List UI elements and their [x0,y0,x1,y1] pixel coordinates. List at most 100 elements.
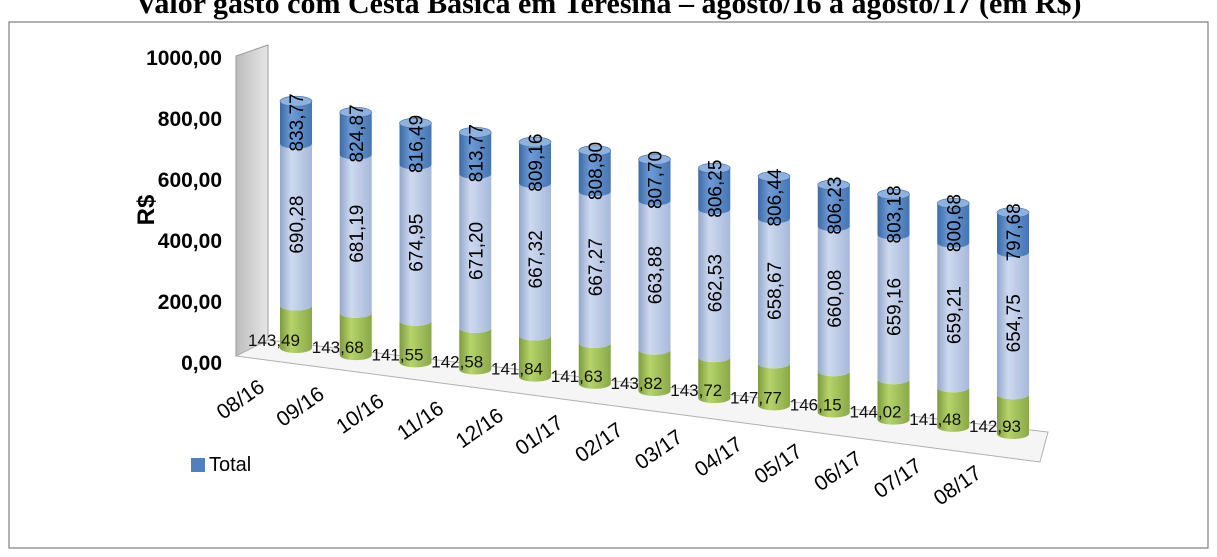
data-label-total: 816,49 [407,115,428,173]
y-tick-label: 400,00 [158,230,222,253]
bar-segment-light [578,191,611,348]
bar-segment-light [399,164,432,326]
x-tick-label: 04/17 [691,433,747,482]
bar-top-cap [936,198,970,209]
bar-segment-light [519,183,551,341]
data-label-light: 662,53 [705,254,726,312]
x-tick-label: 01/17 [511,411,567,460]
bar-top-cap [817,179,851,191]
data-label-green: 143,68 [312,338,364,357]
data-label-light: 658,67 [765,262,786,320]
bar-segment-light [459,173,492,333]
bar-segment-light [758,218,790,369]
y-axis-title: R$ [133,194,160,225]
bar-segment-total [758,176,790,224]
bar-top-cap [757,171,791,182]
bar-segment-total [339,112,372,160]
x-tick-label: 02/17 [571,418,627,467]
x-tick-label: 11/16 [393,397,448,445]
y-tick-label: 800,00 [158,108,222,131]
bar-segment-green [997,394,1029,439]
data-label-total: 813,77 [466,124,487,182]
data-label-light: 667,27 [586,238,607,296]
data-label-total: 797,68 [1004,203,1025,261]
data-label-green: 141,48 [909,410,961,429]
x-tick-label: 08/17 [930,461,986,510]
bar-segment-total [519,142,551,189]
data-label-total: 800,68 [944,194,965,252]
data-label-green: 143,49 [248,331,300,350]
data-label-total: 803,18 [885,185,906,243]
data-label-light: 667,32 [526,230,547,288]
legend-label-total: Total [209,454,251,476]
bar-segment-light [638,200,671,355]
bar-segment-green [877,379,910,425]
bar-segment-green [817,371,850,418]
data-label-total: 808,90 [586,142,607,200]
legend-swatch-total [191,458,205,472]
data-label-green: 147,77 [730,388,782,407]
page-title: Valor gasto com Cesta Básica em Teresina… [135,0,1082,20]
bar-segment-total [578,150,611,197]
y-tick-label: 0,00 [181,352,222,375]
data-label-light: 663,88 [646,246,667,304]
data-label-green: 143,82 [611,374,663,393]
data-label-light: 671,20 [466,222,487,280]
bar-segment-total [280,101,312,149]
bar-segment-green [937,387,970,432]
data-label-light: 659,16 [885,278,906,336]
data-label-light: 674,95 [407,214,428,272]
x-tick-label: 09/16 [272,382,328,431]
data-label-light: 659,21 [944,286,965,344]
legend: Total [191,454,251,476]
bar-segment-total [817,184,850,232]
bar-segment-total [638,159,671,206]
bar-segment-green [339,312,372,361]
bar-top-cap [697,162,731,174]
bar-top-cap [877,188,910,200]
data-label-green: 141,84 [491,360,543,379]
y-tick-label: 200,00 [158,291,222,314]
x-tick-label: 08/16 [213,375,269,424]
bar-top-cap [518,136,552,148]
bar-top-cap [458,127,492,138]
back-wall [235,44,269,357]
bar-segment-green [698,357,731,404]
bar-segment-light [817,226,850,377]
bar-segment-green [758,363,790,411]
bar-top-cap [399,117,432,129]
bar-segment-green [519,335,551,382]
data-label-total: 809,16 [526,134,547,192]
bar-top-cap [279,95,313,107]
data-label-green: 143,72 [670,381,722,400]
data-label-total: 833,77 [287,93,308,151]
floor [234,339,1049,463]
bar-segment-green [399,320,432,368]
x-tick-label: 07/17 [870,454,926,503]
bar-top-cap [996,207,1030,218]
bar-segment-light [339,154,372,318]
data-label-total: 806,25 [705,160,726,218]
bar-segment-green [578,342,611,389]
y-tick-label: 600,00 [158,169,222,192]
bar-top-cap [638,154,671,165]
data-label-total: 824,87 [347,104,368,162]
data-label-light: 681,19 [347,205,368,263]
bar-segment-light [937,242,970,393]
bar-segment-green [638,349,671,397]
x-tick-label: 06/17 [810,447,866,496]
data-label-green: 142,58 [431,353,483,372]
bar-top-cap [339,106,373,118]
data-label-green: 141,63 [551,367,603,386]
bar-segment-light [698,209,731,363]
data-label-green: 141,55 [372,345,424,364]
bar-segment-total [698,168,731,215]
data-label-light: 654,75 [1004,294,1025,352]
bar-segment-green [459,327,492,375]
bar-segment-total [937,203,970,248]
bar-segment-total [459,132,492,179]
x-tick-label: 12/16 [452,404,508,453]
data-label-total: 806,44 [765,168,786,227]
